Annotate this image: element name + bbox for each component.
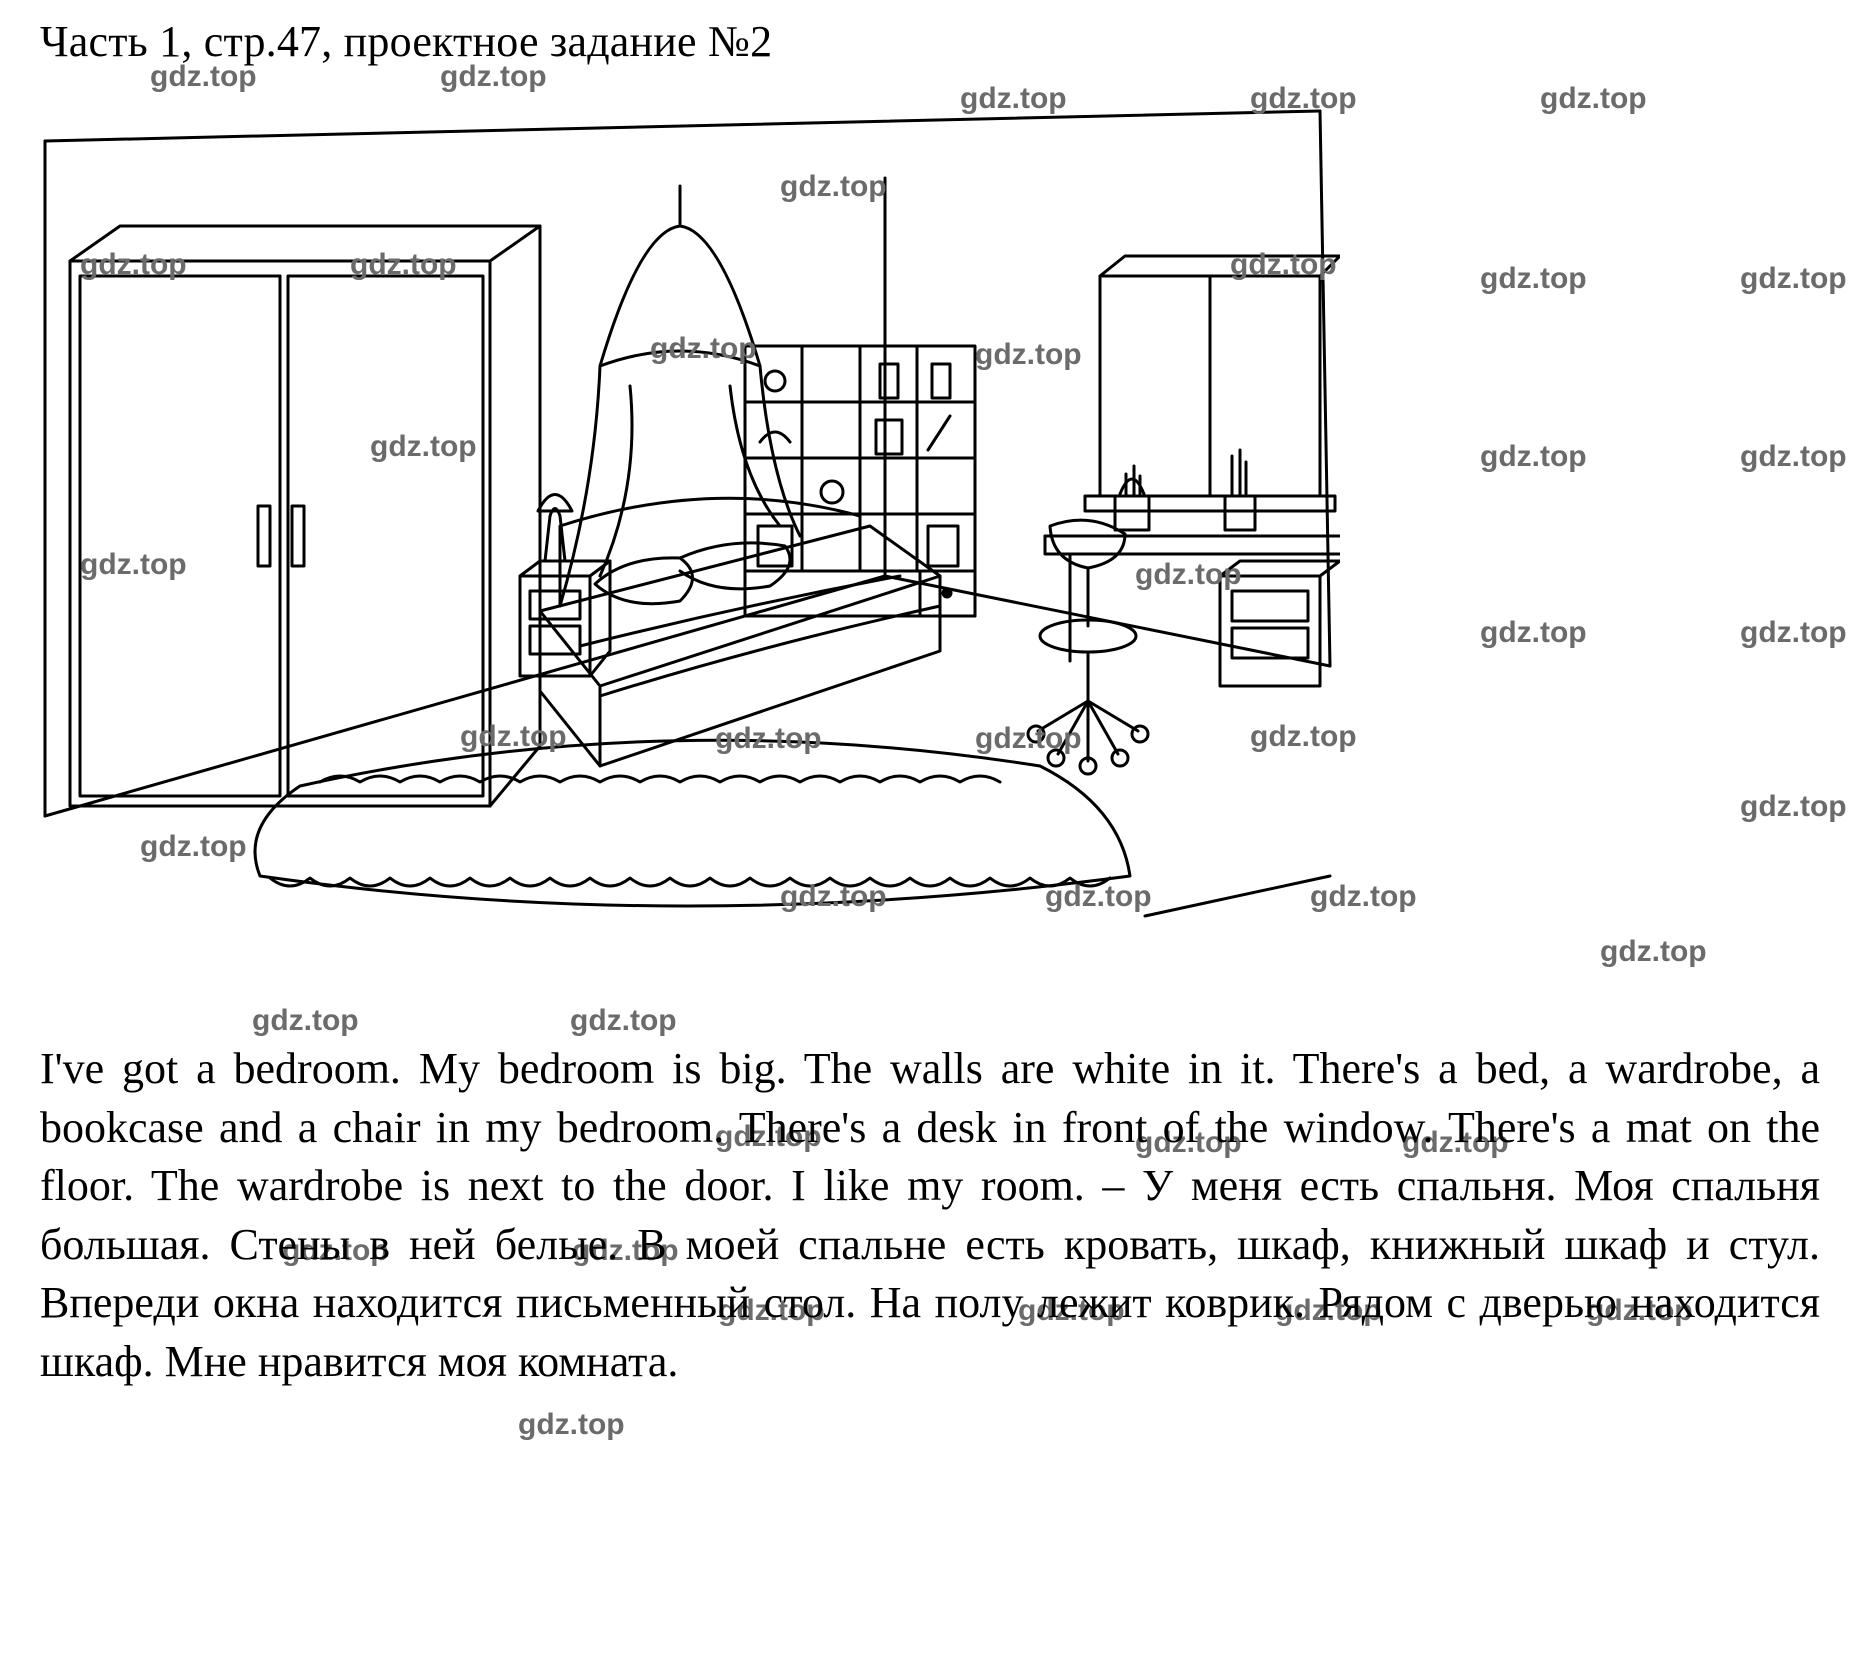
- watermark: gdz.top: [252, 1004, 359, 1038]
- watermark: gdz.top: [1480, 616, 1587, 650]
- watermark: gdz.top: [1480, 262, 1587, 296]
- watermark: gdz.top: [1740, 790, 1847, 824]
- watermark: gdz.top: [1740, 616, 1847, 650]
- watermark: gdz.top: [1480, 440, 1587, 474]
- watermark: gdz.top: [570, 1004, 677, 1038]
- watermark: gdz.top: [1540, 82, 1647, 116]
- watermark: gdz.top: [1600, 935, 1707, 969]
- bedroom-illustration: [40, 106, 1340, 926]
- body-paragraph: I've got a bedroom. My bedroom is big. T…: [40, 1040, 1820, 1391]
- watermark: gdz.top: [1740, 262, 1847, 296]
- watermark: gdz.top: [1740, 440, 1847, 474]
- page: Часть 1, стр.47, проектное задание №2: [0, 0, 1861, 1680]
- watermark: gdz.top: [518, 1408, 625, 1442]
- page-heading: Часть 1, стр.47, проектное задание №2: [40, 16, 772, 67]
